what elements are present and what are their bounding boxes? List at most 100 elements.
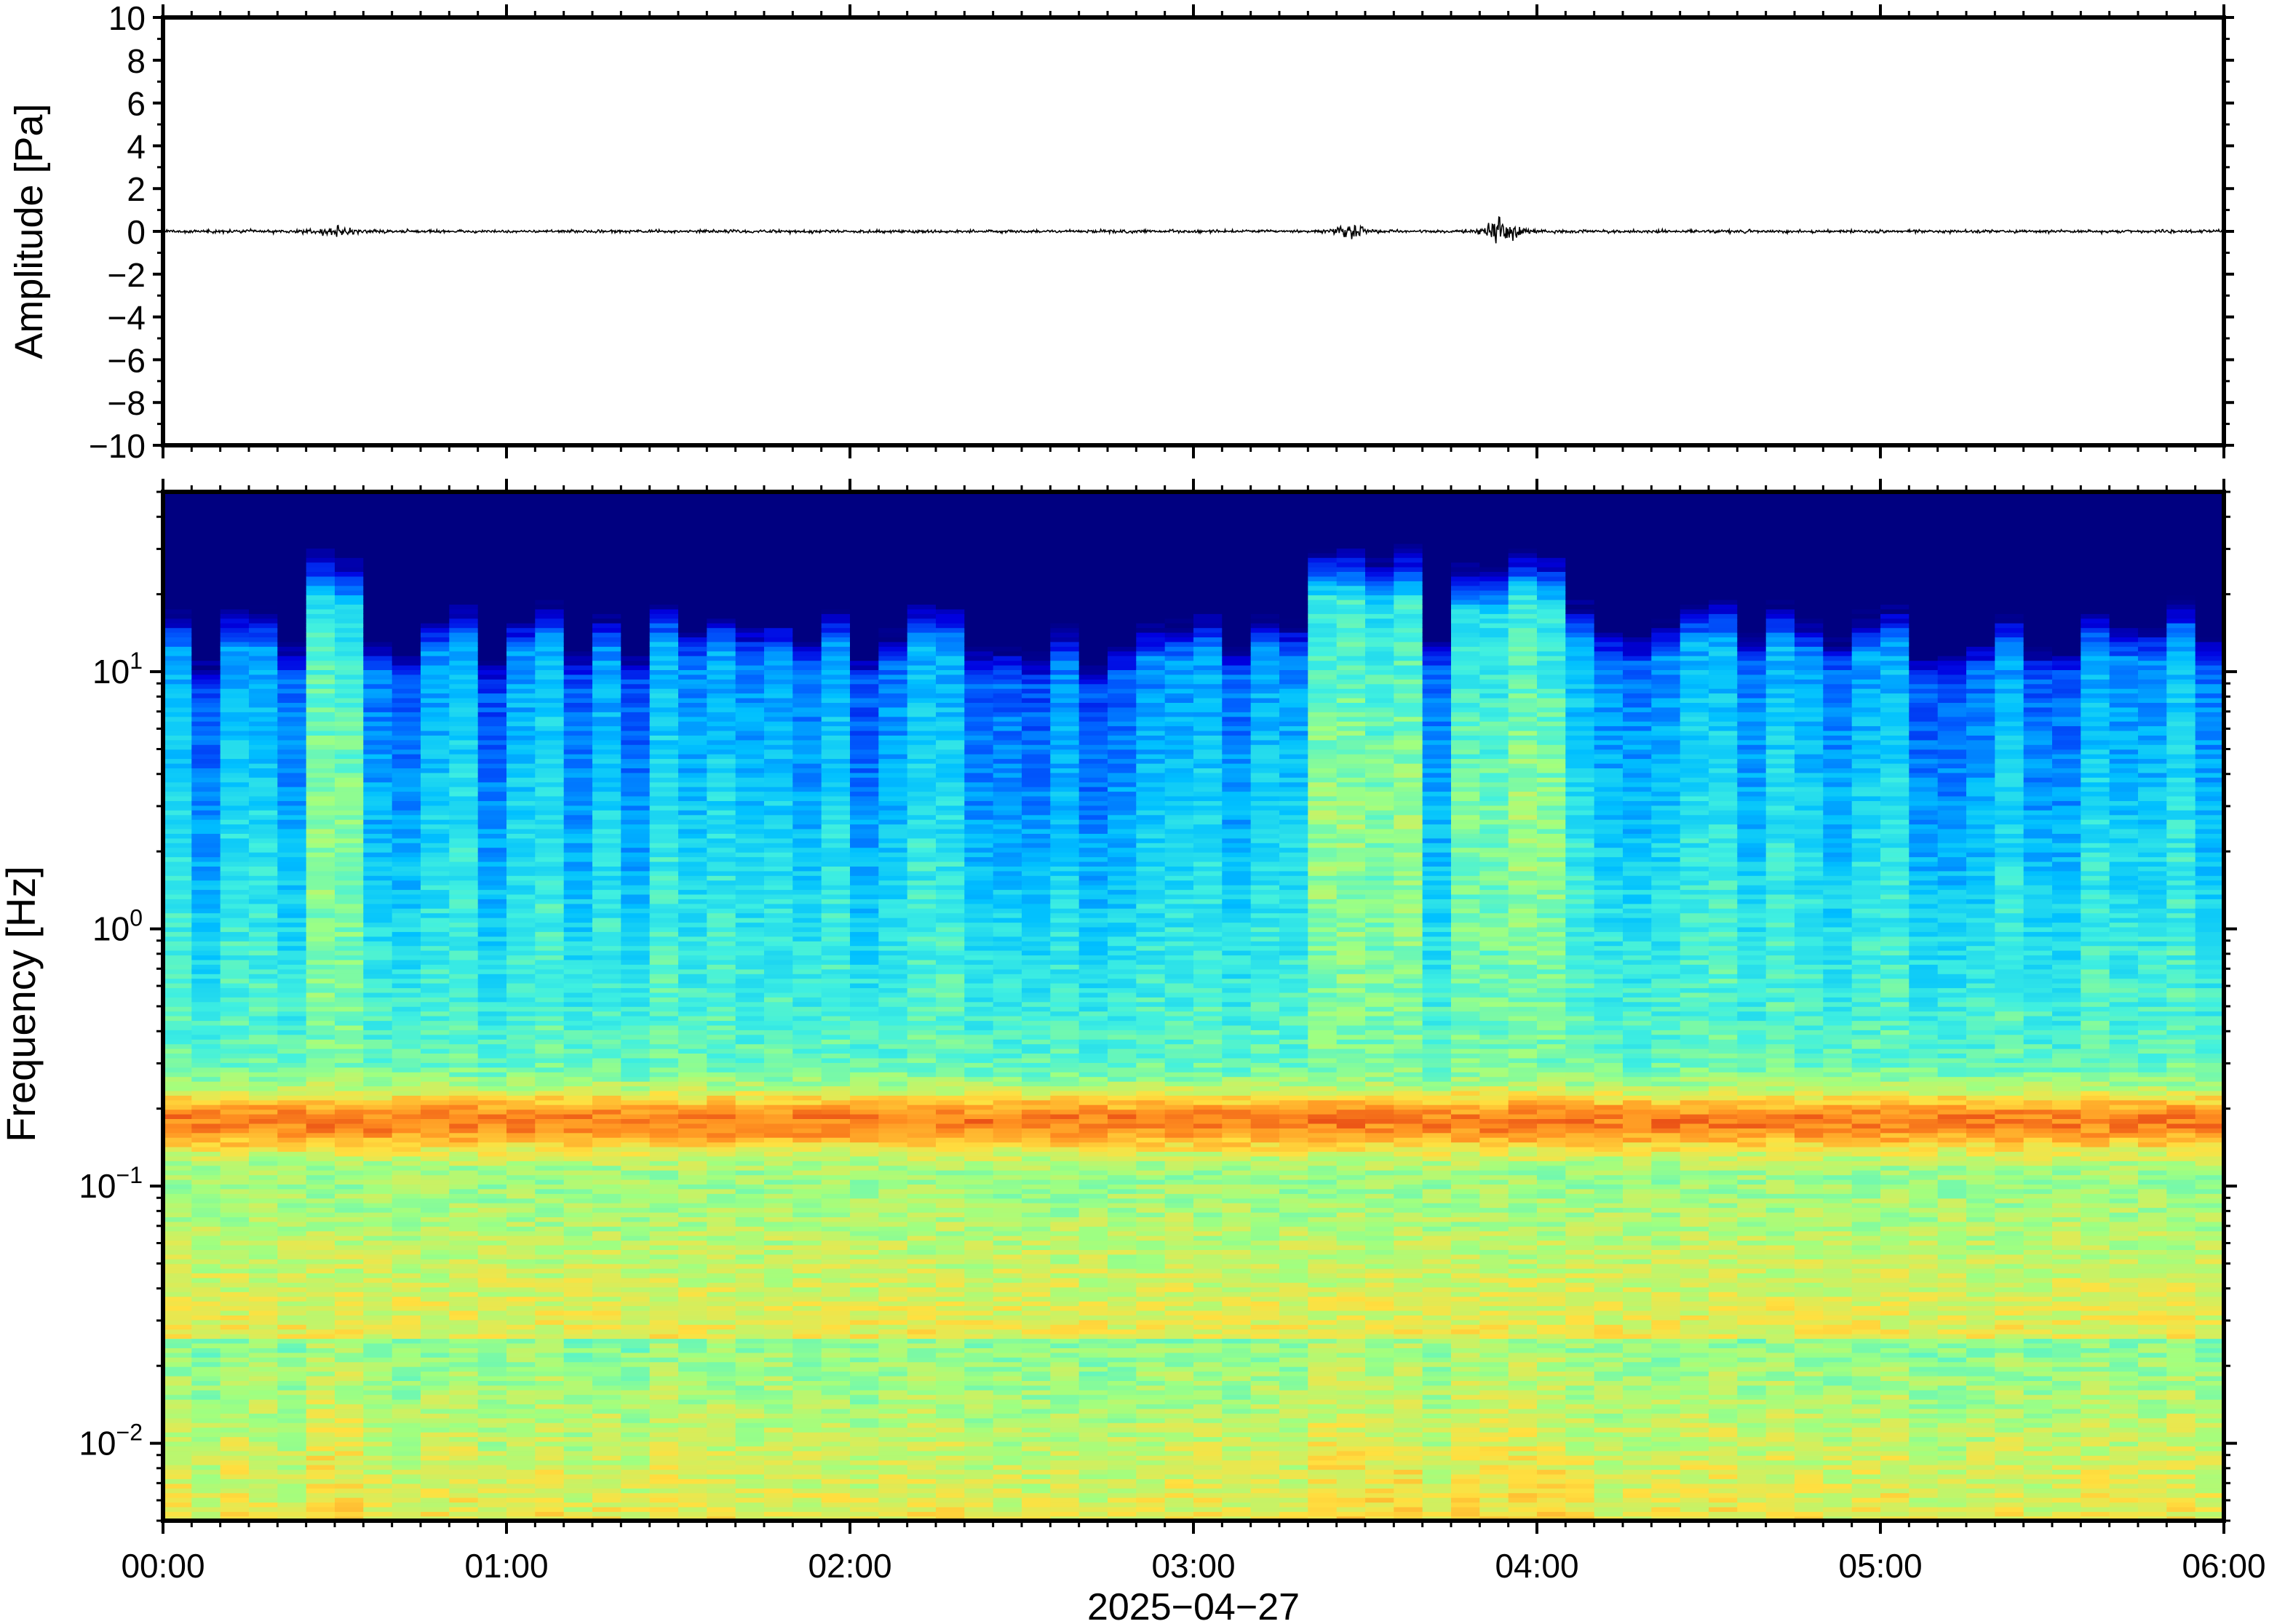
spectrogram-cell (335, 553, 364, 558)
spectrogram-cell (163, 1053, 192, 1058)
spectrogram-cell (592, 1278, 621, 1283)
spectrogram-cell (678, 1474, 707, 1479)
spectrogram-cell (707, 1076, 736, 1081)
spectrogram-cell (707, 1118, 736, 1123)
spectrogram-cell (736, 1488, 765, 1493)
spectrogram-cell (392, 950, 421, 955)
spectrogram-cell (163, 1104, 192, 1110)
spectrogram-cell (449, 511, 478, 516)
spectrogram-cell (478, 918, 507, 923)
spectrogram-cell (592, 1395, 621, 1400)
spectrogram-cell (478, 1507, 507, 1512)
spectrogram-cell (163, 1418, 192, 1423)
spectrogram-cell (535, 1507, 564, 1512)
spectrogram-cell (363, 627, 392, 632)
spectrogram-cell (736, 1011, 765, 1016)
spectrogram-cell (592, 600, 621, 605)
spectrogram-cell (220, 1334, 250, 1339)
spectrogram-cell (506, 871, 536, 876)
spectrogram-cell (306, 1039, 335, 1044)
spectrogram-cell (707, 913, 736, 918)
spectrogram-cell (306, 656, 335, 661)
spectrogram-cell (564, 1030, 593, 1035)
spectrogram-cell (736, 1151, 765, 1156)
spectrogram-cell (306, 777, 335, 782)
spectrogram-cell (392, 604, 421, 609)
spectrogram-cell (191, 1409, 220, 1414)
spectrogram-cell (621, 725, 650, 731)
spectrogram-cell (650, 1020, 679, 1025)
spectrogram-cell (707, 1020, 736, 1025)
spectrogram-cell (764, 1006, 793, 1011)
spectrogram-cell (163, 829, 192, 834)
spectrogram-cell (335, 1081, 364, 1086)
spectrogram-cell (621, 1137, 650, 1142)
spectrogram-cell (621, 1492, 650, 1497)
spectrogram-cell (449, 735, 478, 740)
spectrogram-cell (678, 1460, 707, 1465)
spectrogram-cell (392, 627, 421, 632)
spectrogram-cell (163, 1278, 192, 1283)
spectrogram-cell (736, 646, 765, 651)
spectrogram-cell (335, 1170, 364, 1175)
spectrogram-cell (277, 562, 306, 567)
spectrogram-cell (335, 1460, 364, 1465)
spectrogram-cell (678, 787, 707, 792)
spectrogram-cell (736, 725, 765, 731)
spectrogram-cell (535, 1118, 564, 1123)
spectrogram-cell (707, 1123, 736, 1129)
spectrogram-cell (736, 1507, 765, 1512)
spectrogram-cell (363, 871, 392, 876)
spectrogram-cell (650, 1123, 679, 1129)
spectrogram-cell (306, 768, 335, 773)
spectrogram-cell (421, 529, 450, 534)
spectrogram-cell (621, 1324, 650, 1329)
spectrogram-cell (392, 702, 421, 707)
spectrogram-cell (163, 744, 192, 749)
spectrogram-cell (163, 978, 192, 983)
spectrogram-cell (449, 1076, 478, 1081)
spectrogram-cell (392, 852, 421, 857)
spectrogram-cell (535, 1366, 564, 1372)
spectrogram-cell (392, 553, 421, 558)
spectrogram-cell (707, 824, 736, 829)
spectrogram-cell (306, 702, 335, 707)
spectrogram-cell (764, 1081, 793, 1086)
spectrogram-cell (478, 1086, 507, 1091)
spectrogram-cell (621, 1343, 650, 1348)
spectrogram-cell (421, 1399, 450, 1404)
spectrogram-cell (535, 1147, 564, 1152)
spectrogram-cell (535, 833, 564, 838)
spectrogram-cell (564, 1455, 593, 1460)
spectrogram-cell (736, 1076, 765, 1081)
spectrogram-cell (707, 1348, 736, 1353)
spectrogram-cell (277, 1100, 306, 1105)
spectrogram-cell (592, 651, 621, 656)
spectrogram-cell (478, 744, 507, 749)
spectrogram-cell (650, 805, 679, 811)
spectrogram-cell (678, 1492, 707, 1497)
spectrogram-cell (392, 1249, 421, 1254)
spectrogram-cell (736, 576, 765, 581)
spectrogram-cell (335, 538, 364, 544)
spectrogram-cell (249, 1460, 278, 1465)
spectrogram-cell (506, 1072, 536, 1077)
spectrogram-cell (306, 1409, 335, 1414)
spectrogram-cell (363, 955, 392, 960)
spectrogram-cell (277, 1016, 306, 1021)
spectrogram-cell (335, 1399, 364, 1404)
spectrogram-cell (392, 861, 421, 867)
spectrogram-cell (191, 656, 220, 661)
spectrogram-cell (621, 1198, 650, 1203)
spectrogram-cell (564, 1212, 593, 1217)
spectrogram-cell (163, 548, 192, 553)
spectrogram-cell (764, 810, 793, 815)
spectrogram-cell (564, 1451, 593, 1456)
spectrogram-cell (306, 496, 335, 501)
spectrogram-cell (335, 1217, 364, 1222)
spectrogram-cell (191, 1264, 220, 1269)
spectrogram-cell (592, 1006, 621, 1011)
spectrogram-cell (421, 856, 450, 861)
spectrogram-cell (564, 894, 593, 899)
spectrogram-cell (592, 688, 621, 693)
